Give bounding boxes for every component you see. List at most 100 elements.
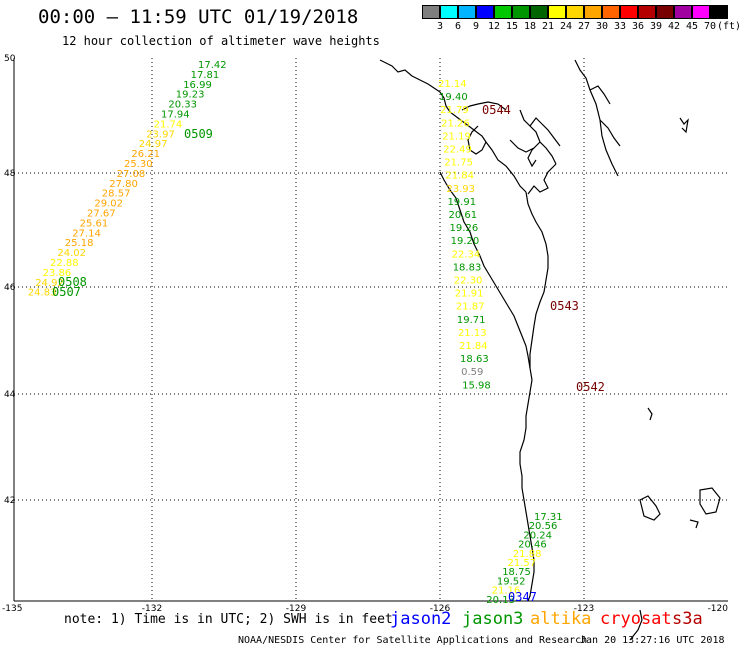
satellite-legend-s3a: s3a xyxy=(672,609,703,629)
scale-swatch xyxy=(422,5,440,19)
scale-label: 21 xyxy=(541,21,555,32)
wave-height-value: 15.98 xyxy=(462,380,491,391)
scale-label: 36 xyxy=(631,21,645,32)
scale-swatch xyxy=(458,5,476,19)
wave-height-value: 21.26 xyxy=(441,118,470,129)
scale-label: 27 xyxy=(577,21,591,32)
lat-tick-label: 48 xyxy=(4,169,16,179)
wave-height-value: 27.08 xyxy=(117,169,146,180)
wave-height-value: 16.99 xyxy=(183,80,212,91)
wave-height-value: 18.75 xyxy=(502,567,531,578)
wave-height-value: 23.86 xyxy=(43,268,72,279)
scale-label: 70 xyxy=(703,21,717,32)
wave-height-value: 21.74 xyxy=(154,119,183,130)
scale-swatch xyxy=(512,5,530,19)
wave-height-value: 23.97 xyxy=(146,129,175,140)
scale-swatch xyxy=(548,5,566,19)
lon-tick-label: -120 xyxy=(708,604,729,614)
scale-swatch xyxy=(476,5,494,19)
wave-height-value: 25.30 xyxy=(124,159,153,170)
wave-height-value: 21.84 xyxy=(445,171,474,182)
wave-height-value: 17.81 xyxy=(191,70,220,81)
wave-height-value: 21.16 xyxy=(492,586,521,597)
wave-height-value: 19.91 xyxy=(447,197,476,208)
wave-height-value: 21.19 xyxy=(442,131,471,142)
footer-note: note: 1) Time is in UTC; 2) SWH is in fe… xyxy=(64,612,393,627)
wave-height-value: 18.63 xyxy=(460,354,489,365)
wave-height-value: 21.13 xyxy=(458,328,487,339)
map-subtitle: 12 hour collection of altimeter wave hei… xyxy=(62,34,380,48)
wave-height-value: 21.87 xyxy=(456,302,485,313)
wave-height-value: 29.02 xyxy=(94,199,123,210)
wave-height-value: 24.97 xyxy=(139,139,168,150)
wave-height-value: 23.93 xyxy=(446,184,475,195)
wave-height-value: 0.59 xyxy=(461,367,483,378)
scale-swatch xyxy=(494,5,512,19)
wave-height-value: 28.57 xyxy=(102,189,131,200)
graticule xyxy=(14,58,728,601)
scale-swatch xyxy=(656,5,674,19)
wave-height-value: 26.21 xyxy=(131,149,160,160)
scale-label: 9 xyxy=(472,21,480,32)
scale-label: 18 xyxy=(523,21,537,32)
scale-swatch xyxy=(620,5,638,19)
lon-tick-label: -135 xyxy=(2,604,22,614)
wave-height-value: 19.40 xyxy=(439,92,468,103)
scale-swatch xyxy=(530,5,548,19)
wave-height-value: 20.13 xyxy=(486,595,515,606)
satellite-legend-cryosat: cryosat xyxy=(600,609,672,629)
lon-tick-label: -129 xyxy=(286,604,307,614)
wave-height-value: 21.91 xyxy=(455,289,484,300)
wave-height-value: 21.79 xyxy=(440,105,469,116)
wave-height-value: 24.02 xyxy=(57,248,86,259)
coastline xyxy=(379,59,721,641)
map-frame xyxy=(13,58,728,602)
scale-swatch xyxy=(638,5,656,19)
wave-height-value: 19.20 xyxy=(451,236,480,247)
scale-label: 24 xyxy=(559,21,573,32)
wave-height-value: 21.14 xyxy=(438,79,467,90)
pass-time-label: 0508 xyxy=(58,275,87,289)
wave-height-value: 24.92 xyxy=(35,278,64,289)
wave-height-value: 20.46 xyxy=(518,540,547,551)
wave-height-value: 27.67 xyxy=(87,209,116,220)
satellite-legend-jason3: jason3 xyxy=(462,609,524,629)
scale-label: 6 xyxy=(454,21,462,32)
wave-height-value: 22.88 xyxy=(50,258,79,269)
scale-swatch xyxy=(602,5,620,19)
wave-height-value: 19.26 xyxy=(450,223,479,234)
wave-height-value: 19.23 xyxy=(176,90,205,101)
wave-height-value: 19.52 xyxy=(497,576,526,587)
wave-height-value: 18.83 xyxy=(453,262,482,273)
footer-credit: NOAA/NESDIS Center for Satellite Applica… xyxy=(238,635,588,646)
lat-tick-label: 44 xyxy=(4,390,16,400)
scale-swatch xyxy=(692,5,710,19)
scale-swatch xyxy=(584,5,602,19)
scale-unit: (ft) xyxy=(716,21,740,32)
wave-height-value: 25.18 xyxy=(65,238,94,249)
pass-time-label: 0543 xyxy=(550,299,579,313)
wave-height-value: 19.71 xyxy=(457,315,486,326)
pass-time-label: 0509 xyxy=(184,127,213,141)
scale-swatch xyxy=(566,5,584,19)
lat-tick-label: 46 xyxy=(4,283,16,293)
wave-height-value: 20.56 xyxy=(529,521,558,532)
scale-swatch xyxy=(710,5,728,19)
wave-height-value: 20.33 xyxy=(168,100,197,111)
wave-height-value: 25.61 xyxy=(80,218,109,229)
wave-height-value: 21.75 xyxy=(444,158,473,169)
wave-height-value: 27.80 xyxy=(109,179,138,190)
wave-height-value: 21.88 xyxy=(513,549,542,560)
pass-time-label: 0347 xyxy=(508,590,537,604)
scale-label: 33 xyxy=(613,21,627,32)
scale-swatch xyxy=(674,5,692,19)
pass-time-label: 0507 xyxy=(52,285,81,299)
scale-label: 30 xyxy=(595,21,609,32)
wave-height-value: 17.42 xyxy=(198,60,227,71)
pass-time-label: 0544 xyxy=(482,103,511,117)
footer-timestamp: Jan 20 13:27:16 UTC 2018 xyxy=(580,635,725,646)
altimeter-tracks: 17.4217.8116.9919.2320.3317.9421.7423.97… xyxy=(28,60,605,606)
scale-label: 15 xyxy=(505,21,519,32)
wave-height-value: 17.94 xyxy=(161,110,190,121)
